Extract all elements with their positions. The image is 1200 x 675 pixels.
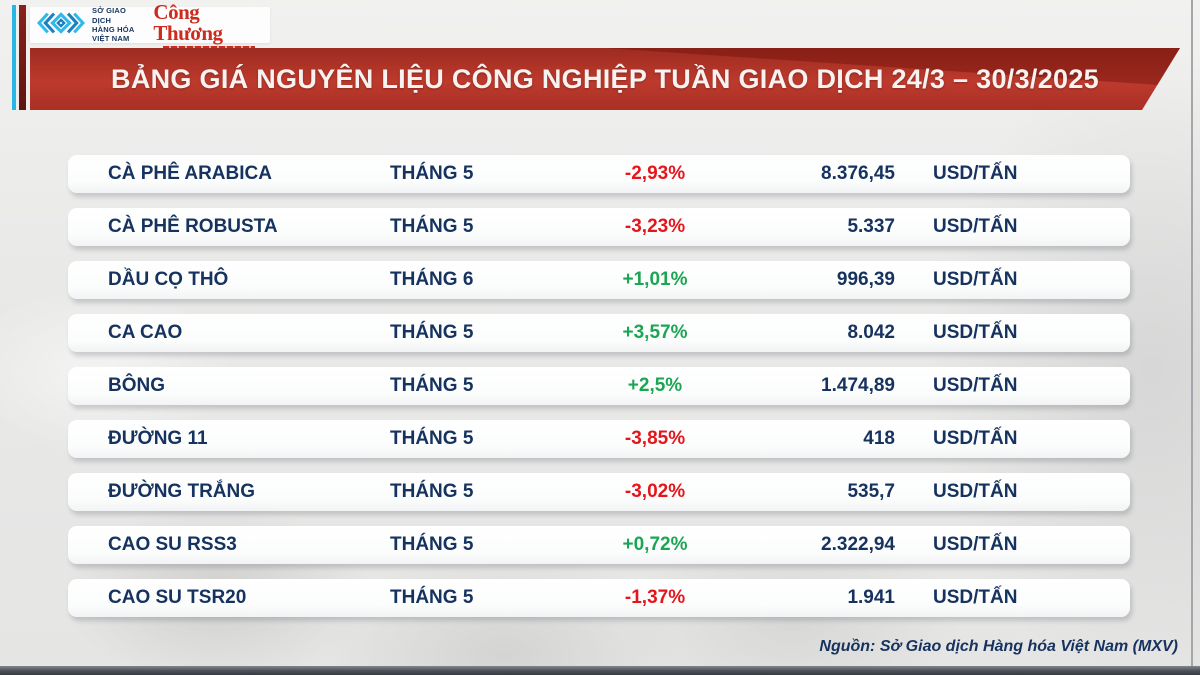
- change-percent: -3,02%: [624, 481, 686, 502]
- contract-month: THÁNG 5: [390, 534, 474, 555]
- contract-month: THÁNG 5: [390, 375, 474, 396]
- price-unit: USD/TẤN: [933, 322, 1018, 343]
- table-row: ĐƯỜNG TRẮNG THÁNG 5 -3,02% 535,7 USD/TẤN: [68, 473, 1130, 511]
- commodity-name: CÀ PHÊ ROBUSTA: [108, 216, 278, 237]
- table-row: CÀ PHÊ ARABICA THÁNG 5 -2,93% 8.376,45 U…: [68, 155, 1130, 193]
- price-unit: USD/TẤN: [933, 481, 1018, 502]
- price-value: 5.337: [847, 216, 895, 237]
- contract-month: THÁNG 5: [390, 428, 474, 449]
- price-value: 2.322,94: [821, 534, 895, 555]
- commodity-name: BÔNG: [108, 375, 165, 396]
- price-value: 1.474,89: [821, 375, 895, 396]
- commodity-name: CAO SU RSS3: [108, 534, 237, 555]
- change-percent: +1,01%: [622, 269, 688, 290]
- change-percent: -1,37%: [624, 587, 686, 608]
- change-percent: -2,93%: [624, 163, 686, 184]
- change-percent: +0,72%: [622, 534, 688, 555]
- contract-month: THÁNG 5: [390, 216, 474, 237]
- table-row: CÀ PHÊ ROBUSTA THÁNG 5 -3,23% 5.337 USD/…: [68, 208, 1130, 246]
- mxv-logo-line3: VIỆT NAM: [92, 34, 130, 44]
- contract-month: THÁNG 5: [390, 322, 474, 343]
- mxv-logo-line2: HÀNG HÓA: [92, 25, 135, 34]
- contract-month: THÁNG 5: [390, 163, 474, 184]
- contract-month: THÁNG 5: [390, 587, 474, 608]
- bottom-bar: [0, 666, 1200, 675]
- price-unit: USD/TẤN: [933, 163, 1018, 184]
- price-value: 996,39: [836, 269, 895, 290]
- mxv-logo-text: SỞ GIAO DỊCH HÀNG HÓA VIỆT NAM: [92, 6, 143, 44]
- price-unit: USD/TẤN: [933, 375, 1018, 396]
- price-value: 8.042: [847, 322, 895, 343]
- accent-bar-cyan: [12, 5, 16, 110]
- price-value: 8.376,45: [821, 163, 895, 184]
- table-row: CAO SU RSS3 THÁNG 5 +0,72% 2.322,94 USD/…: [68, 526, 1130, 564]
- accent-bar-darkred: [19, 5, 26, 110]
- price-value: 418: [863, 428, 895, 449]
- price-unit: USD/TẤN: [933, 428, 1018, 449]
- commodity-name: CA CAO: [108, 322, 183, 343]
- logo-box: SỞ GIAO DỊCH HÀNG HÓA VIỆT NAM Công Thươ…: [30, 1, 270, 49]
- price-table: CÀ PHÊ ARABICA THÁNG 5 -2,93% 8.376,45 U…: [68, 155, 1130, 632]
- price-unit: USD/TẤN: [933, 216, 1018, 237]
- contract-month: THÁNG 6: [390, 269, 474, 290]
- price-unit: USD/TẤN: [933, 587, 1018, 608]
- contract-month: THÁNG 5: [390, 481, 474, 502]
- price-value: 1.941: [847, 587, 895, 608]
- change-percent: +2,5%: [627, 375, 683, 396]
- table-row: CA CAO THÁNG 5 +3,57% 8.042 USD/TẤN: [68, 314, 1130, 352]
- table-row: DẦU CỌ THÔ THÁNG 6 +1,01% 996,39 USD/TẤN: [68, 261, 1130, 299]
- price-unit: USD/TẤN: [933, 534, 1018, 555]
- table-row: ĐƯỜNG 11 THÁNG 5 -3,85% 418 USD/TẤN: [68, 420, 1130, 458]
- table-row: BÔNG THÁNG 5 +2,5% 1.474,89 USD/TẤN: [68, 367, 1130, 405]
- commodity-name: CAO SU TSR20: [108, 587, 247, 608]
- right-edge-line: [1191, 0, 1193, 675]
- change-percent: +3,57%: [622, 322, 688, 343]
- congthuong-logo-text: Công Thương: [153, 0, 223, 45]
- commodity-name: ĐƯỜNG 11: [108, 428, 208, 449]
- change-percent: -3,85%: [624, 428, 686, 449]
- price-unit: USD/TẤN: [933, 269, 1018, 290]
- title-banner: BẢNG GIÁ NGUYÊN LIỆU CÔNG NGHIỆP TUẦN GI…: [30, 48, 1180, 110]
- table-row: CAO SU TSR20 THÁNG 5 -1,37% 1.941 USD/TẤ…: [68, 579, 1130, 617]
- page-title: BẢNG GIÁ NGUYÊN LIỆU CÔNG NGHIỆP TUẦN GI…: [111, 63, 1099, 94]
- commodity-name: ĐƯỜNG TRẮNG: [108, 481, 256, 502]
- mxv-logo-icon: [36, 8, 86, 43]
- commodity-name: DẦU CỌ THÔ: [108, 269, 229, 290]
- price-value: 535,7: [847, 481, 895, 502]
- commodity-name: CÀ PHÊ ARABICA: [108, 163, 272, 184]
- change-percent: -3,23%: [624, 216, 686, 237]
- congthuong-logo: Công Thương: [153, 0, 264, 49]
- congthuong-logo-tagline: [162, 45, 255, 49]
- source-credit: Nguồn: Sở Giao dịch Hàng hóa Việt Nam (M…: [819, 638, 1178, 655]
- mxv-logo-line1: SỞ GIAO DỊCH: [92, 6, 127, 25]
